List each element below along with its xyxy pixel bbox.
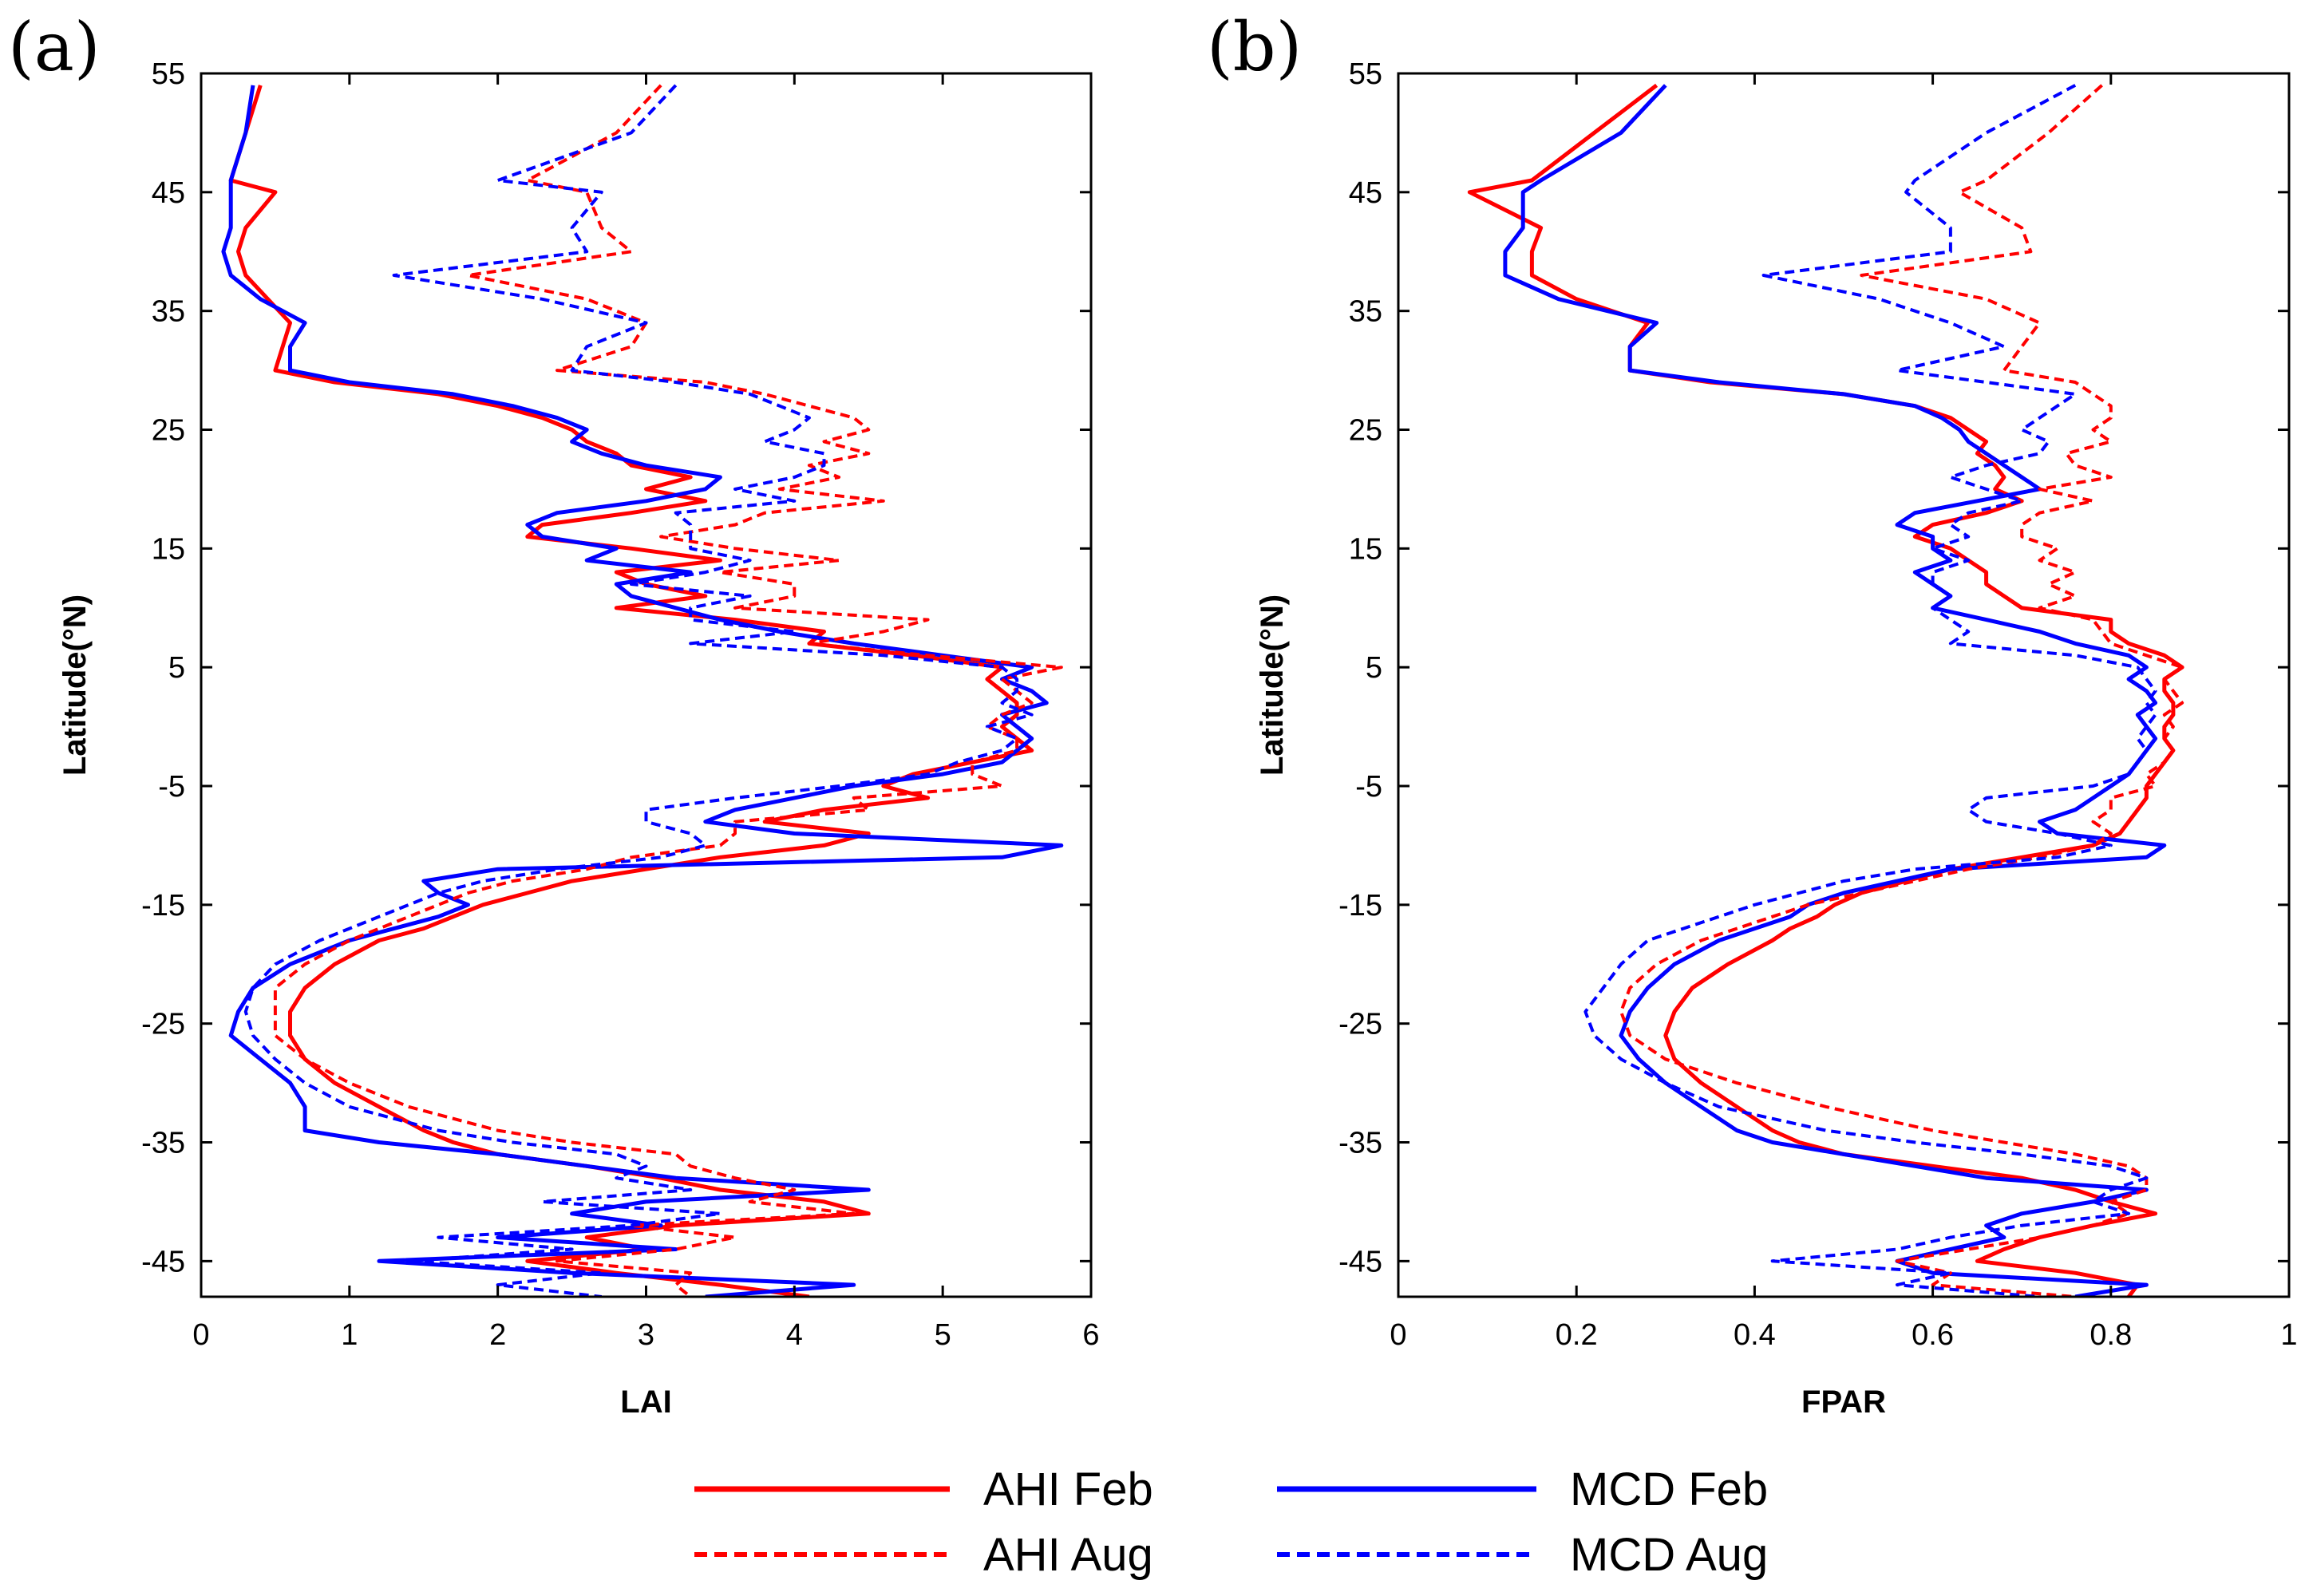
y-axis-title-b: Latitude(°N) bbox=[1255, 595, 1290, 776]
y-tick-label: -15 bbox=[141, 889, 185, 922]
legend-label-mcd-feb: MCD Feb bbox=[1570, 1464, 1768, 1515]
series-line-mcd-feb-b bbox=[1503, 84, 2167, 1297]
x-tick-label: 0 bbox=[192, 1318, 209, 1352]
x-tick-label: 0.4 bbox=[1734, 1318, 1776, 1352]
y-tick-label: 5 bbox=[1366, 651, 1382, 685]
legend-item-ahi-feb: AHI Feb bbox=[694, 1464, 1153, 1515]
legend-label-ahi-feb: AHI Feb bbox=[983, 1464, 1153, 1515]
series-line-ahi-aug-a bbox=[273, 84, 1063, 1297]
y-tick-label: 25 bbox=[1349, 414, 1382, 448]
x-tick-label: 0.8 bbox=[2089, 1318, 2132, 1352]
plot-frame-b bbox=[1397, 72, 2291, 1298]
y-tick-label: 35 bbox=[152, 295, 185, 329]
series-line-ahi-feb-a bbox=[228, 85, 1034, 1297]
series-line-mcd-feb-a bbox=[221, 85, 1064, 1297]
y-tick-label: -45 bbox=[1338, 1245, 1382, 1278]
x-tick-label: 2 bbox=[489, 1318, 506, 1352]
x-axis-title-b: FPAR bbox=[1801, 1385, 1886, 1420]
panel-label-a: (a) bbox=[8, 8, 101, 86]
x-tick-label: 0 bbox=[1390, 1318, 1406, 1352]
panel-label-b: (b) bbox=[1207, 8, 1302, 86]
series-line-ahi-aug-b bbox=[1619, 84, 2184, 1297]
x-axis-ticks-a: 0 1 2 3 4 5 6 bbox=[192, 73, 1100, 1352]
x-tick-label: 3 bbox=[638, 1318, 654, 1352]
y-tick-label: -35 bbox=[141, 1127, 185, 1160]
series-line-mcd-aug-b bbox=[1583, 84, 2157, 1297]
y-tick-label: 25 bbox=[152, 414, 185, 448]
y-axis-ticks-b: 55 45 35 25 15 5 -5 -15 -25 -35 -45 bbox=[1338, 57, 2289, 1278]
y-tick-label: -5 bbox=[158, 770, 185, 804]
series-group-b bbox=[1467, 83, 2184, 1297]
y-tick-label: 45 bbox=[1349, 176, 1382, 210]
legend: AHI Feb MCD Feb AHI Aug MCD Aug bbox=[694, 1464, 1768, 1581]
x-axis-title-a: LAI bbox=[620, 1385, 671, 1420]
legend-item-mcd-feb: MCD Feb bbox=[1277, 1464, 1768, 1515]
x-axis-ticks-b: 0 0.2 0.4 0.6 0.8 1 bbox=[1390, 73, 2298, 1352]
legend-label-mcd-aug: MCD Aug bbox=[1570, 1529, 1768, 1581]
y-tick-label: -25 bbox=[141, 1008, 185, 1041]
y-axis-title-a: Latitude(°N) bbox=[57, 595, 93, 776]
y-tick-label: 55 bbox=[1349, 57, 1382, 91]
series-line-mcd-aug-a bbox=[243, 84, 1034, 1297]
x-tick-label: 5 bbox=[935, 1318, 951, 1352]
x-tick-label: 6 bbox=[1082, 1318, 1099, 1352]
y-tick-label: 55 bbox=[152, 57, 185, 91]
y-tick-label: -5 bbox=[1355, 770, 1382, 804]
legend-item-ahi-aug: AHI Aug bbox=[694, 1529, 1153, 1581]
y-tick-label: 45 bbox=[152, 176, 185, 210]
y-tick-label: -25 bbox=[1338, 1008, 1382, 1041]
y-tick-label: -45 bbox=[141, 1245, 185, 1278]
y-tick-label: 35 bbox=[1349, 295, 1382, 329]
legend-label-ahi-aug: AHI Aug bbox=[983, 1529, 1153, 1581]
y-tick-label: 15 bbox=[152, 532, 185, 566]
x-tick-label: 0.2 bbox=[1556, 1318, 1598, 1352]
x-tick-label: 0.6 bbox=[1912, 1318, 1954, 1352]
chart-panel-b: (b) 0 0.2 0.4 0.6 0.8 1 55 45 35 25 15 5 -5 -15 -25 -3… bbox=[1207, 8, 2298, 1420]
y-tick-label: 5 bbox=[168, 651, 185, 685]
series-group-a bbox=[221, 84, 1064, 1297]
y-tick-label: 15 bbox=[1349, 532, 1382, 566]
y-tick-label: -35 bbox=[1338, 1127, 1382, 1160]
x-tick-label: 1 bbox=[341, 1318, 358, 1352]
legend-item-mcd-aug: MCD Aug bbox=[1277, 1529, 1768, 1581]
y-tick-label: -15 bbox=[1338, 889, 1382, 922]
x-tick-label: 1 bbox=[2280, 1318, 2297, 1352]
x-tick-label: 4 bbox=[786, 1318, 803, 1352]
y-axis-ticks-a: 55 45 35 25 15 5 -5 -15 -25 -35 -45 bbox=[141, 57, 1091, 1278]
